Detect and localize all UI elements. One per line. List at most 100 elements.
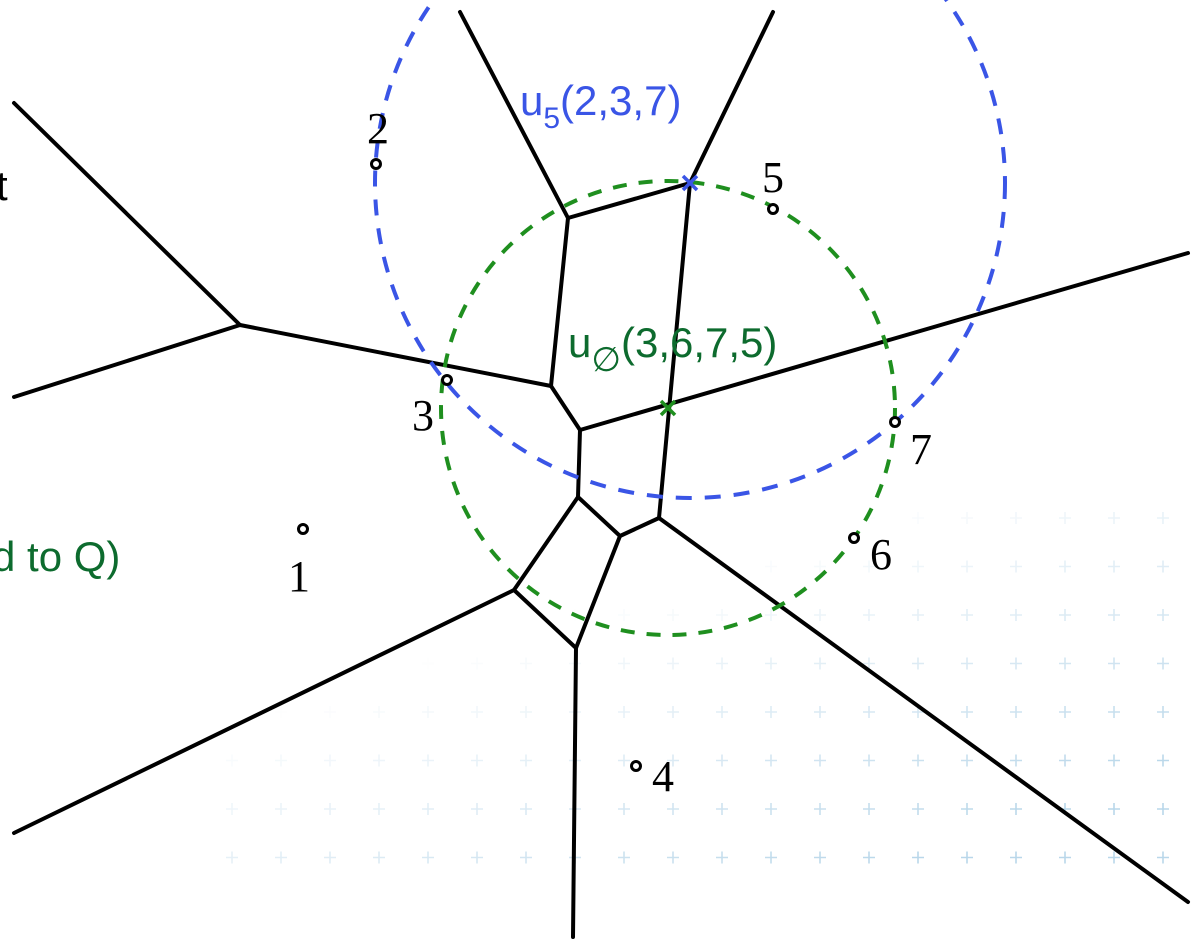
grid-plus-mark (324, 754, 336, 767)
uempty-label: u∅(3,6,7,5) (568, 319, 777, 379)
grid-plus-mark (961, 706, 973, 718)
grid-plus-mark (520, 754, 532, 767)
green-empty-circle (439, 179, 897, 637)
grid-plus-mark (814, 851, 826, 864)
partial-left-text-top: t (0, 162, 8, 209)
grid-plus-mark (863, 754, 875, 767)
grid-plus-mark (1157, 512, 1169, 524)
grid-plus-mark (716, 609, 728, 621)
grid-plus-mark (863, 657, 875, 670)
grid-plus-mark (863, 609, 875, 621)
site-7-point (889, 416, 901, 428)
edge (576, 495, 622, 538)
grid-plus-mark (1059, 706, 1071, 718)
grid-plus-mark (1010, 657, 1022, 670)
grid-plus-mark (618, 851, 630, 864)
grid-plus-mark (1059, 512, 1071, 524)
grid-plus-mark (961, 512, 973, 524)
edge (618, 516, 661, 538)
grid-plus-mark (667, 657, 679, 670)
grid-plus-mark (1157, 560, 1169, 573)
grid-plus-mark (961, 754, 973, 767)
grid-plus-mark (814, 803, 826, 815)
grid-plus-mark (765, 754, 777, 767)
edge (566, 181, 692, 220)
grid-plus-mark (1108, 754, 1120, 767)
grid-plus-mark (471, 706, 483, 718)
grid-plus-mark (1157, 657, 1169, 670)
edge (512, 495, 580, 592)
grid-plus-mark (765, 803, 777, 815)
edge (657, 181, 692, 520)
u5-vertex-marker (681, 174, 699, 192)
grid-plus-mark (1010, 609, 1022, 621)
edge (576, 428, 582, 499)
grid-plus-mark (1157, 609, 1169, 621)
grid-plus-mark (1059, 609, 1071, 621)
grid-plus-mark (961, 609, 973, 621)
edge (12, 588, 516, 835)
grid-plus-mark (667, 706, 679, 718)
grid-plus-mark (618, 803, 630, 815)
grid-plus-mark (226, 754, 238, 767)
grid-plus-mark (471, 803, 483, 815)
grid-plus-mark (912, 851, 924, 864)
grid-plus-mark (961, 803, 973, 815)
grid-plus-mark (422, 706, 434, 718)
partial-left-text-mid: d to Q) (0, 533, 120, 580)
grid-plus-mark (716, 803, 728, 815)
grid-plus-mark (618, 706, 630, 718)
grid-plus-mark (814, 706, 826, 718)
grid-plus-mark (1108, 706, 1120, 718)
grid-plus-mark (814, 609, 826, 621)
site-label-7: 7 (910, 425, 932, 474)
grid-plus-mark (422, 851, 434, 864)
site-label-6: 6 (870, 530, 892, 579)
grid-plus-mark (422, 754, 434, 767)
grid-plus-mark (1157, 851, 1169, 864)
grid-plus-mark (324, 706, 336, 718)
grid-plus-mark (716, 706, 728, 718)
grid-plus-mark (667, 803, 679, 815)
edge (549, 384, 582, 432)
grid-plus-mark (863, 706, 875, 718)
site-2-point (370, 158, 382, 170)
edge (238, 323, 553, 388)
site-label-3: 3 (412, 391, 434, 440)
grid-plus-mark (275, 851, 287, 864)
edge (549, 216, 570, 388)
grid-plus-mark (716, 851, 728, 864)
grid-plus-mark (324, 851, 336, 864)
grid-plus-mark (1157, 706, 1169, 718)
grid-plus-mark (618, 657, 630, 670)
background-plus-grid (226, 512, 1169, 864)
grid-plus-mark (422, 803, 434, 815)
grid-plus-mark (1059, 754, 1071, 767)
edge (12, 101, 242, 327)
grid-plus-mark (912, 803, 924, 815)
grid-plus-mark (618, 754, 630, 767)
grid-plus-mark (275, 706, 287, 718)
grid-plus-mark (471, 754, 483, 767)
grid-plus-mark (863, 560, 875, 573)
site-label-4: 4 (652, 752, 674, 801)
edge (571, 646, 578, 939)
grid-plus-mark (912, 754, 924, 767)
grid-plus-mark (324, 803, 336, 815)
grid-plus-mark (1010, 851, 1022, 864)
grid-plus-mark (912, 512, 924, 524)
grid-plus-mark (1010, 803, 1022, 815)
grid-plus-mark (912, 560, 924, 573)
site-label-1: 1 (288, 552, 310, 601)
grid-plus-mark (814, 657, 826, 670)
grid-plus-mark (275, 803, 287, 815)
voronoi-edges (12, 10, 1190, 939)
grid-plus-mark (961, 657, 973, 670)
grid-plus-mark (667, 851, 679, 864)
grid-plus-mark (1108, 803, 1120, 815)
edge (688, 10, 775, 185)
grid-plus-mark (1108, 851, 1120, 864)
grid-plus-mark (471, 851, 483, 864)
